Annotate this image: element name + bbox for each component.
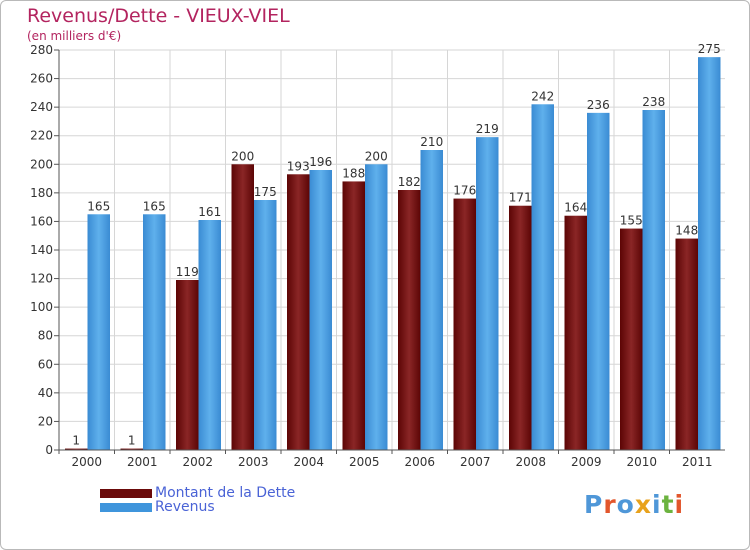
bar-debt-2006 — [398, 190, 421, 450]
bar-revenue-2004 — [309, 170, 332, 450]
bar-revenue-2009 — [587, 112, 610, 450]
tick-label-y-280: 280 — [30, 43, 53, 57]
data-label-revenue-2009: 236 — [587, 98, 610, 112]
tick-label-y-20: 20 — [38, 414, 53, 428]
bar-debt-2001 — [120, 448, 143, 450]
tick-label-y-120: 120 — [30, 272, 53, 286]
bar-debt-2011 — [675, 238, 698, 450]
bars — [65, 57, 721, 451]
tick-label-x-2007: 2007 — [460, 455, 491, 469]
tick-label-x-2000: 2000 — [71, 455, 102, 469]
data-label-debt-2007: 176 — [453, 184, 476, 198]
tick-label-x-2011: 2011 — [682, 455, 713, 469]
tick-label-y-160: 160 — [30, 214, 53, 228]
tick-label-y-60: 60 — [38, 357, 53, 371]
bar-revenue-2007 — [476, 137, 499, 450]
logo-letter: t — [661, 490, 675, 519]
data-label-revenue-2004: 196 — [309, 155, 332, 169]
data-label-debt-2000: 1 — [72, 434, 80, 448]
bar-debt-2008 — [509, 205, 532, 450]
tick-label-x-2002: 2002 — [182, 455, 213, 469]
data-label-revenue-2006: 210 — [420, 135, 443, 149]
proxiti-logo: Proxiti — [584, 490, 684, 519]
bar-debt-2010 — [620, 228, 643, 450]
tick-label-x-2008: 2008 — [515, 455, 546, 469]
tick-label-x-2001: 2001 — [127, 455, 158, 469]
tick-label-x-2009: 2009 — [571, 455, 602, 469]
bar-debt-2009 — [564, 215, 587, 450]
logo-letter: i — [652, 490, 662, 519]
tick-label-y-0: 0 — [45, 443, 53, 457]
data-label-debt-2006: 182 — [398, 175, 421, 189]
data-label-debt-2004: 193 — [287, 159, 310, 173]
tick-label-y-40: 40 — [38, 386, 53, 400]
data-label-debt-2010: 155 — [620, 214, 643, 228]
bar-debt-2007 — [453, 198, 476, 450]
bar-revenue-2003 — [254, 200, 277, 450]
logo-letter: x — [634, 490, 652, 519]
bar-debt-2005 — [342, 181, 365, 450]
data-label-revenue-2005: 200 — [365, 149, 388, 163]
data-label-revenue-2000: 165 — [87, 199, 110, 213]
data-label-revenue-2008: 242 — [531, 89, 554, 103]
data-label-debt-2009: 164 — [564, 201, 587, 215]
bar-revenue-2010 — [642, 110, 665, 450]
tick-label-x-2005: 2005 — [349, 455, 380, 469]
legend-swatch-debt — [100, 489, 152, 498]
tick-label-x-2003: 2003 — [238, 455, 269, 469]
bar-revenue-2006 — [420, 150, 443, 450]
bar-debt-2002 — [176, 280, 199, 450]
tick-label-y-200: 200 — [30, 157, 53, 171]
logo-letter: o — [616, 490, 635, 519]
tick-label-y-260: 260 — [30, 72, 53, 86]
bar-revenue-2000 — [87, 214, 110, 450]
data-label-debt-2005: 188 — [342, 166, 365, 180]
bar-revenue-2005 — [365, 164, 388, 451]
legend-swatch-revenue — [100, 503, 152, 512]
bar-revenue-2002 — [198, 220, 221, 450]
bar-debt-2000 — [65, 448, 88, 450]
bar-debt-2003 — [231, 164, 254, 451]
bar-debt-2004 — [287, 174, 310, 451]
tick-label-y-100: 100 — [30, 300, 53, 314]
data-label-debt-2003: 200 — [231, 149, 254, 163]
data-label-debt-2011: 148 — [675, 224, 698, 238]
tick-label-y-140: 140 — [30, 243, 53, 257]
data-label-debt-2001: 1 — [128, 434, 136, 448]
logo-letter: r — [603, 490, 617, 519]
bar-revenue-2008 — [531, 104, 554, 451]
data-label-revenue-2010: 238 — [642, 95, 665, 109]
logo-letter: P — [584, 490, 604, 519]
chart-subtitle: (en milliers d'€) — [27, 29, 122, 43]
tick-label-y-240: 240 — [30, 100, 53, 114]
data-label-debt-2008: 171 — [509, 191, 532, 205]
bar-revenue-2011 — [698, 57, 721, 451]
chart-title: Revenus/Dette - VIEUX-VIEL — [27, 5, 290, 27]
bar-revenue-2001 — [143, 214, 166, 450]
data-label-debt-2002: 119 — [176, 265, 199, 279]
tick-label-x-2006: 2006 — [404, 455, 435, 469]
data-label-revenue-2003: 175 — [254, 185, 277, 199]
tick-label-y-180: 180 — [30, 186, 53, 200]
legend-label-revenue: Revenus — [155, 499, 215, 515]
data-label-revenue-2011: 275 — [698, 42, 721, 56]
data-label-revenue-2007: 219 — [476, 122, 499, 136]
gridlines — [59, 49, 725, 451]
tick-label-y-220: 220 — [30, 129, 53, 143]
logo-letter: i — [674, 490, 685, 519]
data-label-revenue-2001: 165 — [143, 199, 166, 213]
tick-label-y-80: 80 — [38, 329, 53, 343]
tick-label-x-2004: 2004 — [293, 455, 324, 469]
data-label-revenue-2002: 161 — [198, 205, 221, 219]
legend-label-debt: Montant de la Dette — [155, 485, 296, 501]
tick-label-x-2010: 2010 — [626, 455, 657, 469]
axes: 0 20 40 60 80 100 120 140 160 180 200 220 240 260 280 2… — [30, 43, 725, 469]
